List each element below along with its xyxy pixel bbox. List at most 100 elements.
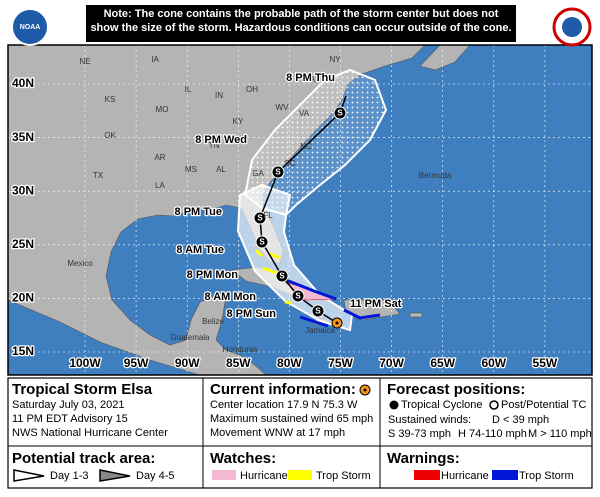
track-label: 8 PM Sun (226, 308, 276, 320)
place-name: KY (233, 117, 244, 126)
office: NWS National Hurricane Center (12, 427, 168, 439)
tc-label: Tropical Cyclone (401, 399, 483, 411)
place-name: GA (252, 169, 264, 178)
post-tc-icon (489, 400, 499, 410)
storm-name: Tropical Storm Elsa (12, 381, 153, 398)
canada-maritime (419, 45, 471, 71)
place-name: IL (185, 85, 192, 94)
place-name: IA (151, 55, 159, 64)
cone-day-4-5 (243, 68, 388, 217)
place-name: KS (105, 95, 116, 104)
tc-icon (389, 400, 399, 410)
place-name: NY (329, 55, 341, 64)
lon-label: 95W (124, 356, 149, 370)
winds-heading: Sustained winds: (388, 414, 471, 426)
note-box (86, 5, 516, 42)
watches-heading: Watches: (210, 450, 276, 467)
place-name: MO (156, 105, 169, 114)
place-name: WV (276, 103, 290, 112)
track-label: 11 PM Sat (350, 298, 402, 310)
lon-label: 55W (533, 356, 558, 370)
lat-label: 25N (12, 237, 34, 251)
track-label: 8 PM Tue (175, 206, 222, 218)
winds-s: S 39-73 mph (388, 428, 451, 440)
place-name: NC (300, 142, 312, 151)
track-label: 8 AM Mon (204, 291, 256, 303)
winds-m: M > 110 mph (528, 428, 592, 440)
intensity-letter: S (295, 292, 301, 301)
place-name: MS (185, 165, 197, 174)
lat-label: 30N (12, 183, 34, 197)
lat-label: 15N (12, 344, 34, 358)
forecast-heading: Forecast positions: (387, 381, 525, 398)
hurricane-watch-label: Hurricane (240, 470, 288, 482)
advisory: 11 PM EDT Advisory 15 (12, 413, 128, 425)
max-wind: Maximum sustained wind 65 mph (210, 413, 373, 425)
day13-icon (13, 469, 45, 482)
track-label: 8 PM Thu (286, 72, 335, 84)
storm-date: Saturday July 03, 2021 (12, 399, 125, 411)
lon-label: 60W (481, 356, 506, 370)
place-name: Honduras (223, 345, 258, 354)
forecast-point (255, 235, 269, 249)
intensity-letter: S (259, 238, 265, 247)
place-name: Mexico (67, 259, 93, 268)
ts-warning-label: Trop Storm (519, 470, 574, 482)
post-tc-label: Post/Potential TC (501, 399, 586, 411)
forecast-point (291, 289, 305, 303)
lon-label: 80W (277, 356, 302, 370)
place-name: VA (299, 109, 310, 118)
lon-label: 70W (379, 356, 404, 370)
lon-label: 90W (175, 356, 200, 370)
current-position-dot (335, 321, 339, 325)
panel-frame (7, 377, 593, 489)
noaa-logo (11, 8, 49, 46)
ts-warning-swatch (492, 470, 518, 480)
current-heading: Current information: (210, 381, 356, 398)
forecast-point (311, 304, 325, 318)
intensity-letter: S (279, 272, 285, 281)
place-name: TN (209, 141, 220, 150)
intensity-letter: S (275, 168, 281, 177)
place-name: LA (155, 181, 165, 190)
forecast-point (333, 106, 347, 120)
intensity-letter: S (257, 214, 263, 223)
forecast-point (275, 269, 289, 283)
tropical-storm-watch (254, 248, 293, 305)
lon-label: 75W (328, 356, 353, 370)
movement: Movement WNW at 17 mph (210, 427, 345, 439)
day13-label: Day 1-3 (50, 470, 89, 482)
hurricane-warning-label: Hurricane (441, 470, 489, 482)
intensity-letter: S (315, 307, 321, 316)
track-label: 8 PM Mon (187, 269, 239, 281)
winds-d: D < 39 mph (492, 414, 549, 426)
lat-label: 35N (12, 130, 34, 144)
forecast-point (253, 211, 267, 225)
lon-label: 100W (69, 356, 101, 370)
hurricane-warning-swatch (414, 470, 440, 480)
place-name: AL (216, 165, 226, 174)
noaa-logo-text: NOAA (20, 24, 41, 31)
ts-watch-label: Trop Storm (316, 470, 371, 482)
cone-day-1-3 (236, 183, 354, 332)
place-name: Guatemala (170, 333, 210, 342)
place-name: AR (154, 153, 165, 162)
place-name: SC (284, 159, 295, 168)
map-frame (7, 44, 593, 376)
place-name: Bermuda (419, 171, 452, 180)
place-name: OK (104, 131, 116, 140)
place-name: IN (215, 91, 223, 100)
current-icon-dot (363, 388, 367, 392)
place-name: Jamaica (305, 326, 335, 335)
place-name: Belize (202, 317, 224, 326)
track-label: 8 AM Tue (176, 244, 224, 256)
ts-watch-swatch (288, 470, 312, 480)
warnings-heading: Warnings: (387, 450, 460, 467)
place-name: NE (79, 57, 90, 66)
puerto-rico (409, 312, 423, 318)
lat-label: 40N (12, 76, 34, 90)
hurricane-watch-swatch (212, 470, 236, 480)
day45-label: Day 4-5 (136, 470, 175, 482)
day45-icon (99, 469, 131, 482)
